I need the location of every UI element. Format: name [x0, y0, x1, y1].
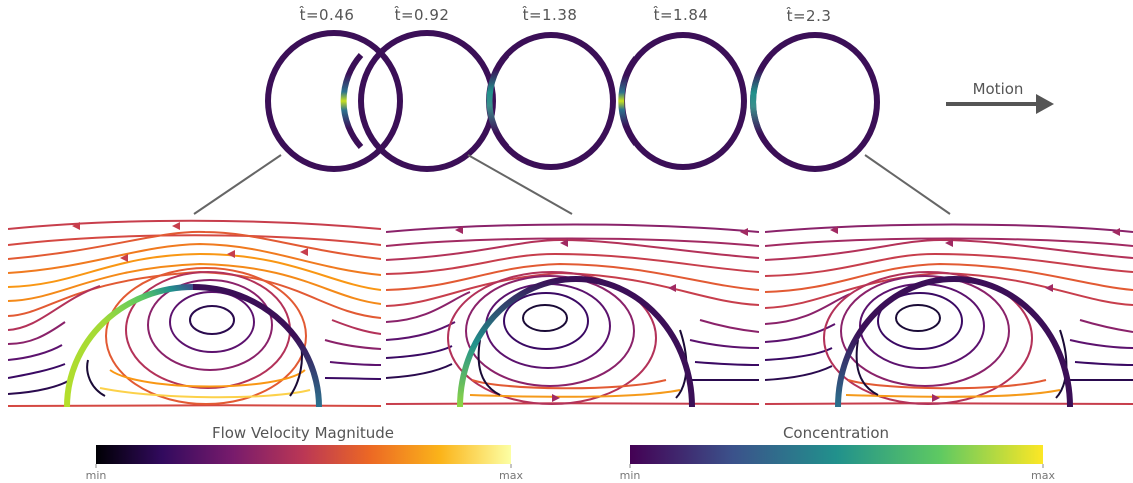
concentration-max-label: max [1031, 469, 1055, 482]
time-label-2: t̂=0.92 [394, 5, 449, 24]
concentration-min-label: min [620, 469, 641, 482]
leader-line-2 [467, 154, 573, 215]
concentration-colorbar-title: Concentration [783, 424, 889, 442]
velocity-max-label: max [499, 469, 523, 482]
time-label-1: t̂=0.46 [299, 5, 354, 24]
droplet-rings [265, 30, 880, 172]
leader-line-3 [864, 154, 951, 215]
ring-3-highlight [486, 52, 510, 150]
velocity-colorbar [96, 445, 511, 464]
motion-arrow-icon [946, 94, 1054, 114]
time-label-4: t̂=1.84 [653, 5, 708, 24]
velocity-min-label: min [86, 469, 107, 482]
leader-line-1 [193, 154, 282, 215]
velocity-colorbar-title: Flow Velocity Magnitude [212, 424, 394, 442]
ring-4 [619, 32, 747, 170]
ring-2 [358, 30, 496, 172]
motion-label: Motion [973, 80, 1024, 98]
leader-lines [193, 154, 951, 215]
streamline-panel-3 [765, 223, 1133, 408]
time-label-5: t̂=2.3 [786, 6, 831, 25]
ring-3 [486, 32, 616, 170]
ring-2-highlight [340, 53, 364, 149]
ring-5-highlight [750, 54, 773, 150]
streamline-panel-1 [8, 219, 381, 408]
concentration-colorbar [630, 445, 1043, 464]
time-label-3: t̂=1.38 [522, 5, 577, 24]
ring-1 [265, 30, 403, 172]
ring-5 [750, 32, 880, 172]
streamline-panel-2 [386, 223, 759, 408]
ring-4-highlight [618, 56, 639, 146]
